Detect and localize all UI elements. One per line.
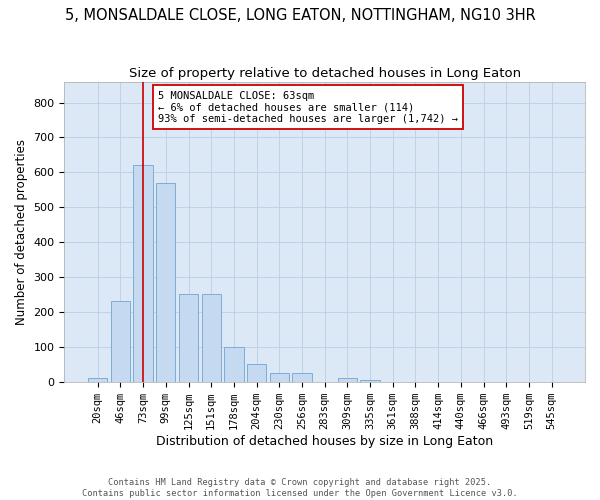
Bar [179,294,198,382]
Title: Size of property relative to detached houses in Long Eaton: Size of property relative to detached ho… [128,68,521,80]
Text: Contains HM Land Registry data © Crown copyright and database right 2025.
Contai: Contains HM Land Registry data © Crown c… [82,478,518,498]
Bar [269,373,289,382]
Bar [156,183,175,382]
Bar [361,380,380,382]
X-axis label: Distribution of detached houses by size in Long Eaton: Distribution of detached houses by size … [156,434,493,448]
Bar [88,378,107,382]
Bar [224,347,244,382]
Bar [247,364,266,382]
Y-axis label: Number of detached properties: Number of detached properties [15,138,28,324]
Bar [202,294,221,382]
Bar [133,166,153,382]
Bar [111,302,130,382]
Bar [292,373,311,382]
Text: 5, MONSALDALE CLOSE, LONG EATON, NOTTINGHAM, NG10 3HR: 5, MONSALDALE CLOSE, LONG EATON, NOTTING… [65,8,535,22]
Bar [338,378,357,382]
Text: 5 MONSALDALE CLOSE: 63sqm
← 6% of detached houses are smaller (114)
93% of semi-: 5 MONSALDALE CLOSE: 63sqm ← 6% of detach… [158,90,458,124]
